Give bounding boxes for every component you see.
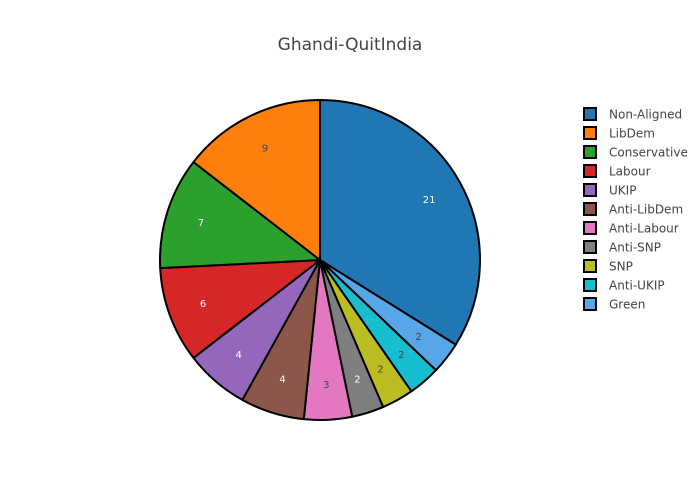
slice-label-non-aligned: 21 xyxy=(423,195,436,206)
pie-slice-labels: 21 2 2 2 2 3 4 4 6 7 9 xyxy=(198,144,436,392)
slice-label-anti-ukip: 2 xyxy=(398,350,404,361)
legend-item-libdem[interactable]: LibDem xyxy=(583,126,655,141)
legend-swatch xyxy=(583,145,597,159)
legend-swatch xyxy=(583,259,597,273)
pie-slices xyxy=(159,99,481,421)
chart-title: Ghandi-QuitIndia xyxy=(278,35,423,55)
legend-swatch xyxy=(583,202,597,216)
legend-item-anti-labour[interactable]: Anti-Labour xyxy=(583,221,679,236)
pie-slice-labour[interactable] xyxy=(159,259,321,359)
legend-label: LibDem xyxy=(609,127,655,141)
legend-item-anti-snp[interactable]: Anti-SNP xyxy=(583,240,661,255)
legend-swatch xyxy=(583,278,597,292)
legend-swatch xyxy=(583,107,597,121)
pie-slice-conservative[interactable] xyxy=(159,161,321,270)
legend: Non-Aligned LibDem Conservative Labour UKIP A… xyxy=(583,107,688,312)
slice-label-libdem: 9 xyxy=(262,144,268,155)
legend-label: Non-Aligned xyxy=(609,108,682,122)
legend-label: Anti-Labour xyxy=(609,222,679,236)
legend-item-anti-ukip[interactable]: Anti-UKIP xyxy=(583,278,665,293)
legend-swatch xyxy=(583,221,597,235)
slice-label-anti-snp: 2 xyxy=(354,375,360,386)
legend-label: SNP xyxy=(609,260,633,274)
legend-label: Anti-UKIP xyxy=(609,279,665,293)
legend-item-labour[interactable]: Labour xyxy=(583,164,651,179)
slice-label-anti-labour: 3 xyxy=(323,380,329,391)
legend-label: UKIP xyxy=(609,184,636,198)
legend-swatch xyxy=(583,183,597,197)
slice-label-anti-libdem: 4 xyxy=(279,375,285,386)
legend-item-non-aligned[interactable]: Non-Aligned xyxy=(583,107,682,122)
legend-swatch xyxy=(583,126,597,140)
legend-label: Labour xyxy=(609,165,651,179)
slice-label-ukip: 4 xyxy=(236,350,242,361)
legend-item-green[interactable]: Green xyxy=(583,297,645,312)
legend-swatch xyxy=(583,164,597,178)
pie-slice-libdem[interactable] xyxy=(192,99,321,261)
pie-slice-non-aligned[interactable] xyxy=(319,99,481,346)
slice-label-green: 2 xyxy=(416,332,422,343)
legend-swatch xyxy=(583,240,597,254)
slice-label-conservative: 7 xyxy=(198,218,204,229)
legend-label: Conservative xyxy=(609,146,688,160)
slice-label-snp: 2 xyxy=(377,365,383,376)
legend-label: Anti-LibDem xyxy=(609,203,683,217)
legend-item-ukip[interactable]: UKIP xyxy=(583,183,636,198)
slice-label-labour: 6 xyxy=(200,299,206,310)
legend-label: Anti-SNP xyxy=(609,241,661,255)
legend-item-conservative[interactable]: Conservative xyxy=(583,145,688,160)
legend-item-snp[interactable]: SNP xyxy=(583,259,633,274)
legend-label: Green xyxy=(609,298,645,312)
legend-item-anti-libdem[interactable]: Anti-LibDem xyxy=(583,202,683,217)
legend-swatch xyxy=(583,297,597,311)
